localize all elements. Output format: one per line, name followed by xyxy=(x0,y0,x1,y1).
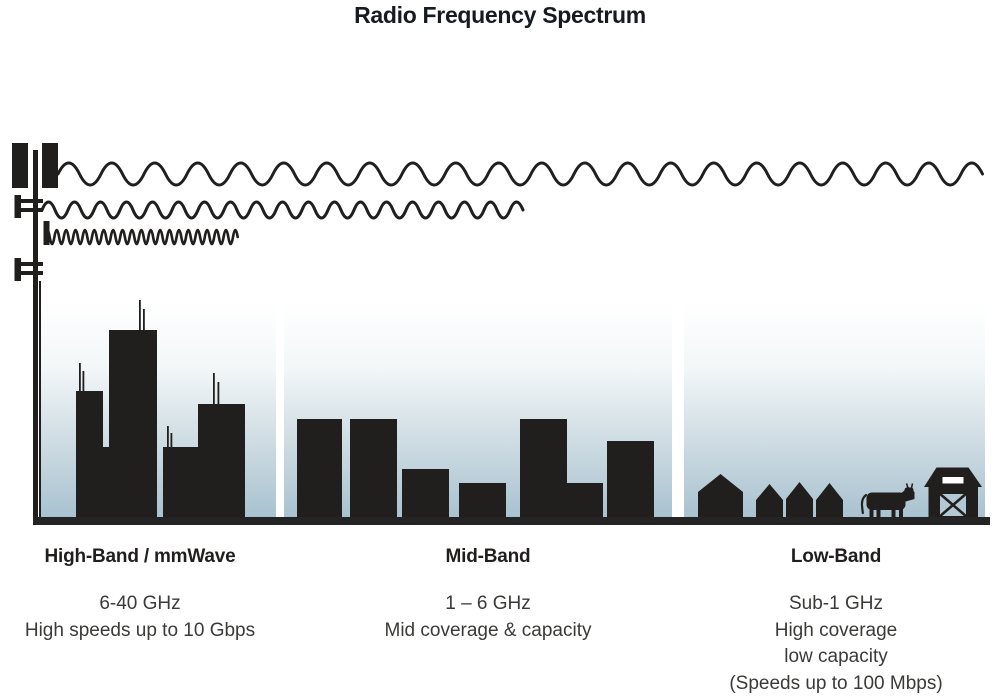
suburb-houses-icon xyxy=(698,474,843,518)
mid-band-frequency: 1 – 6 GHz xyxy=(445,593,531,614)
cow-icon xyxy=(860,483,915,518)
hayloft-vent xyxy=(942,477,964,484)
mid-band-description: Mid coverage & capacity xyxy=(384,619,592,641)
house xyxy=(698,474,743,518)
building xyxy=(402,469,449,518)
house xyxy=(816,483,843,518)
low-band-coverage: High coverage xyxy=(774,619,898,641)
building xyxy=(297,419,342,518)
rooftop-antenna xyxy=(143,309,145,331)
building xyxy=(520,419,567,518)
long-wave-icon xyxy=(56,161,984,187)
rooftop-antenna xyxy=(170,433,173,448)
barn-icon xyxy=(924,467,982,518)
town-buildings-icon xyxy=(297,419,654,518)
cell-tower-icon xyxy=(12,143,58,520)
house xyxy=(786,482,813,518)
building xyxy=(103,447,109,518)
low-band-name: Low-Band xyxy=(790,546,882,567)
high-band-label: High-Band / mmWave 6-40 GHz High speeds … xyxy=(20,546,260,644)
rooftop-antenna xyxy=(213,373,215,405)
spectrum-scene xyxy=(12,143,990,525)
house xyxy=(756,484,783,518)
building xyxy=(163,447,198,518)
short-wave-icon xyxy=(43,228,239,246)
rooftop-antenna xyxy=(82,371,85,392)
high-band-name: High-Band / mmWave xyxy=(44,546,236,567)
rooftop-antenna xyxy=(167,426,169,448)
building xyxy=(76,391,103,518)
rooftop-antenna xyxy=(139,300,141,331)
high-band-frequency: 6-40 GHz xyxy=(99,593,181,614)
barn-door-cross xyxy=(938,492,968,518)
mid-band-label: Mid-Band 1 – 6 GHz Mid coverage & capaci… xyxy=(368,546,608,644)
rooftop-antenna xyxy=(79,363,81,392)
building xyxy=(350,419,397,518)
building xyxy=(198,404,245,518)
ground-line xyxy=(33,517,990,525)
low-band-capacity: low capacity xyxy=(784,646,888,667)
high-band-description: High speeds up to 10 Gbps xyxy=(24,619,256,641)
rooftop-antenna xyxy=(217,382,220,405)
mid-band-name: Mid-Band xyxy=(445,546,531,567)
building xyxy=(567,483,603,518)
page-title: Radio Frequency Spectrum xyxy=(354,2,646,28)
building xyxy=(109,330,157,518)
building xyxy=(607,441,654,518)
low-band-speed: (Speeds up to 100 Mbps) xyxy=(729,672,943,694)
low-band-label: Low-Band Sub-1 GHz High coverage low cap… xyxy=(686,546,986,697)
low-band-frequency: Sub-1 GHz xyxy=(789,593,883,614)
city-skyline-icon xyxy=(76,300,245,518)
medium-wave-icon xyxy=(40,200,525,220)
building xyxy=(459,483,506,518)
